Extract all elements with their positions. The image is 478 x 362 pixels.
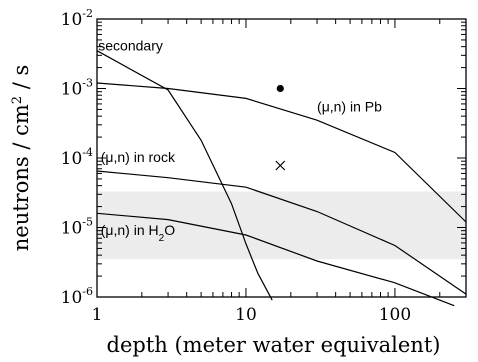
tick-labels: 1 10 100 10-6 10-5 10-4 10-3 10-2 [61, 7, 412, 325]
series-layer: secondary (μ,n) in Pb (μ,n) in rock (μ,n) i… [96, 38, 467, 307]
ticks-layer [96, 18, 467, 298]
series-label-0: secondary [98, 38, 163, 54]
x-tick-label-1: 10 [235, 305, 257, 325]
series-line-0 [96, 50, 273, 301]
series-line-2 [96, 170, 467, 295]
y-tick-label-0: 10-6 [61, 285, 93, 308]
point-dot [276, 84, 284, 93]
y-tick-label-3: 10-3 [61, 77, 93, 100]
y-tick-label-1: 10-5 [61, 216, 93, 239]
series-label-2: (μ,n) in rock [101, 149, 176, 165]
points-layer [275, 84, 286, 171]
series-line-3 [96, 212, 455, 307]
x-tick-label-2: 100 [379, 305, 411, 325]
y-axis-title: neutrons / cm2 / s [9, 65, 33, 251]
series-line-1 [96, 82, 467, 223]
x-tick-label-0: 1 [92, 305, 103, 325]
series-label-1: (μ,n) in Pb [317, 98, 382, 114]
y-tick-label-4: 10-2 [61, 7, 93, 30]
point-cross [275, 160, 286, 171]
y-tick-label-2: 10-4 [61, 146, 93, 169]
x-axis-title: depth (meter water equivalent) [107, 333, 441, 357]
series-label-3: (μ,n) in H2O [101, 222, 175, 244]
